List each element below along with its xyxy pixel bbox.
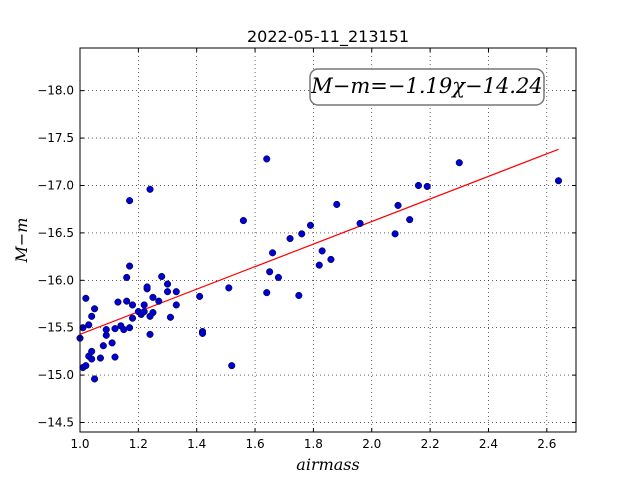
data-point bbox=[149, 308, 157, 317]
data-point bbox=[91, 375, 99, 383]
data-point bbox=[423, 182, 431, 190]
y-tick-label: −17.0 bbox=[37, 178, 74, 192]
data-point bbox=[126, 197, 134, 205]
data-points bbox=[76, 155, 563, 383]
data-point bbox=[394, 201, 402, 209]
y-tick-label: −16.0 bbox=[37, 273, 74, 287]
data-point bbox=[126, 262, 134, 270]
x-axis-label: airmass bbox=[296, 455, 359, 474]
data-point bbox=[123, 273, 131, 282]
data-point bbox=[146, 185, 154, 193]
x-tick-label: 2.4 bbox=[479, 437, 498, 451]
data-point bbox=[455, 159, 463, 167]
data-point bbox=[263, 155, 271, 163]
data-point bbox=[414, 181, 422, 190]
data-point bbox=[82, 362, 90, 370]
y-tick-label: −18.0 bbox=[37, 84, 74, 98]
data-point bbox=[239, 217, 247, 225]
data-point bbox=[102, 326, 110, 334]
chart-title: 2022-05-11_213151 bbox=[247, 27, 409, 47]
y-tick-label: −15.0 bbox=[37, 368, 74, 382]
data-point bbox=[111, 325, 119, 333]
data-point bbox=[406, 216, 414, 224]
data-point bbox=[114, 298, 122, 306]
x-tick-label: 2.6 bbox=[537, 437, 556, 451]
data-point bbox=[128, 301, 137, 309]
data-point bbox=[263, 289, 271, 297]
data-point bbox=[228, 362, 236, 370]
data-point bbox=[163, 280, 172, 288]
data-point bbox=[149, 293, 157, 301]
data-point bbox=[225, 284, 233, 292]
data-point bbox=[126, 324, 134, 332]
data-point bbox=[108, 339, 116, 347]
data-point bbox=[198, 329, 207, 337]
data-point bbox=[269, 249, 277, 257]
data-point bbox=[96, 354, 104, 362]
y-tick-label: −16.5 bbox=[37, 226, 74, 240]
data-point bbox=[123, 297, 131, 305]
data-point bbox=[356, 219, 364, 227]
x-tick-label: 1.4 bbox=[187, 437, 206, 451]
data-point bbox=[82, 294, 90, 302]
data-point bbox=[85, 321, 93, 329]
data-point bbox=[266, 268, 274, 276]
data-point bbox=[88, 347, 96, 355]
data-point bbox=[91, 305, 99, 313]
data-point bbox=[128, 314, 137, 322]
data-point bbox=[143, 283, 151, 291]
data-point bbox=[172, 288, 180, 296]
data-point bbox=[172, 301, 180, 309]
data-point bbox=[155, 297, 163, 305]
data-point bbox=[554, 177, 563, 185]
x-tick-label: 1.0 bbox=[70, 437, 89, 451]
data-point bbox=[158, 272, 166, 281]
annotation-box: M−m=−1.19χ−14.24 bbox=[309, 68, 545, 106]
data-point bbox=[88, 312, 96, 320]
data-point bbox=[295, 291, 303, 300]
data-point bbox=[333, 200, 341, 208]
axis-ticks: 1.0 1.2 1.4 1.6 1.8 2.0 2.2 2.4 2.6 −14.5 −15.0 −15… bbox=[37, 48, 576, 451]
data-point bbox=[306, 221, 315, 229]
data-point bbox=[146, 330, 154, 338]
y-tick-label: −17.5 bbox=[37, 131, 74, 145]
data-point bbox=[391, 230, 399, 238]
y-axis-label: M−m bbox=[12, 218, 31, 264]
data-point bbox=[327, 255, 335, 263]
x-tick-label: 1.8 bbox=[304, 437, 323, 451]
data-point bbox=[111, 353, 119, 361]
x-tick-label: 1.6 bbox=[246, 437, 265, 451]
data-point bbox=[298, 230, 306, 238]
data-point bbox=[166, 313, 174, 321]
data-point bbox=[140, 301, 148, 309]
data-point bbox=[274, 273, 282, 282]
fit-equation: M−m=−1.19χ−14.24 bbox=[310, 74, 542, 98]
x-tick-label: 1.2 bbox=[129, 437, 148, 451]
annotation-frame bbox=[309, 68, 545, 106]
plot-frame bbox=[79, 47, 577, 433]
data-point bbox=[315, 261, 323, 269]
y-tick-label: −15.5 bbox=[37, 321, 74, 335]
data-point bbox=[163, 288, 172, 296]
data-point bbox=[99, 342, 107, 350]
data-point bbox=[140, 308, 148, 316]
data-point bbox=[286, 235, 294, 243]
data-point bbox=[88, 355, 96, 363]
x-tick-label: 2.2 bbox=[421, 437, 440, 451]
y-tick-label: −14.5 bbox=[37, 416, 74, 430]
data-point bbox=[318, 247, 326, 255]
x-tick-label: 2.0 bbox=[362, 437, 381, 451]
data-point bbox=[196, 292, 204, 300]
